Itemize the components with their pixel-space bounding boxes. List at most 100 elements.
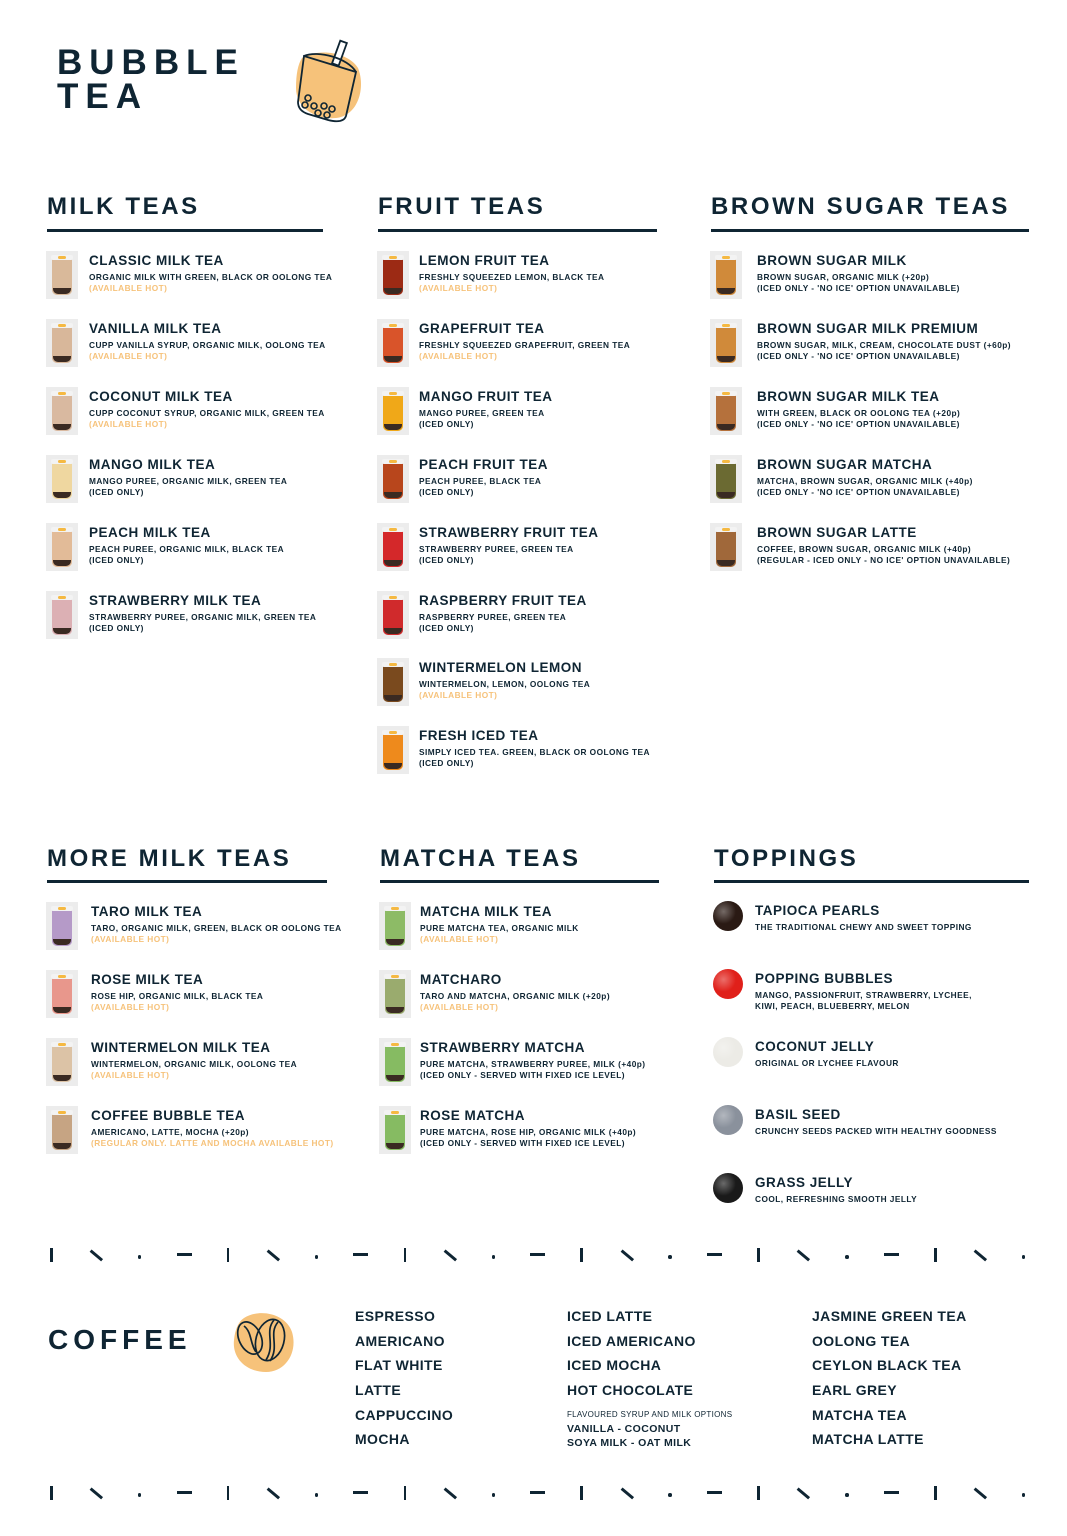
cup-lid — [51, 526, 73, 532]
cup-lid — [51, 255, 73, 260]
item-description: RASPBERRY PUREE, GREEN TEA (ICED ONLY) — [419, 612, 566, 634]
cup-lid — [51, 1109, 73, 1115]
item-name: GRASS JELLY — [755, 1174, 854, 1190]
dot-mark — [1021, 1255, 1026, 1259]
description-line: PURE MATCHA TEA, ORGANIC MILK — [420, 923, 579, 933]
item-description: CUPP VANILLA SYRUP, ORGANIC MILK, OOLONG… — [89, 340, 326, 362]
cup-lid — [715, 458, 737, 464]
item-description: WINTERMELON, LEMON, OOLONG TEA (AVAILABLE… — [419, 679, 590, 701]
description-line: PURE MATCHA, ROSE HIP, ORGANIC MILK (+40… — [420, 1126, 637, 1137]
item-name: ROSE MATCHA — [420, 1107, 525, 1123]
item-description: AMERICANO, LATTE, MOCHA (+20p) (REGULAR O… — [91, 1127, 334, 1149]
dot-mark — [491, 1493, 495, 1497]
cup-lid — [384, 1041, 406, 1047]
item-description: CUPP COCONUT SYRUP, ORGANIC MILK, GREEN … — [89, 408, 325, 430]
pearls — [53, 491, 71, 498]
drink-photo — [379, 1037, 411, 1086]
item-name: BROWN SUGAR MILK — [757, 253, 907, 268]
dot-mark — [668, 1493, 672, 1497]
item-name: STRAWBERRY MILK TEA — [89, 592, 262, 608]
drink-cup — [52, 324, 72, 363]
menu-item: RASPBERRY FRUIT TEA RASPBERRY PUREE, GREE… — [377, 590, 697, 651]
item-name: BROWN SUGAR LATTE — [757, 524, 917, 540]
item-description: FRESHLY SQUEEZED GRAPEFRUIT, GREEN TEA (A… — [419, 340, 630, 362]
item-name: PEACH MILK TEA — [89, 524, 211, 540]
drink-photo — [46, 386, 78, 435]
item-description: COOL, REFRESHING SMOOTH JELLY — [755, 1194, 917, 1205]
pearls — [53, 423, 71, 430]
item-name: TAPIOCA PEARLS — [755, 903, 880, 918]
section-title: FRUIT TEAS — [378, 193, 546, 220]
drink-cup — [52, 392, 72, 431]
bar-mark — [403, 1248, 407, 1262]
item-name: WINTERMELON MILK TEA — [91, 1039, 271, 1055]
cup-lid — [382, 662, 404, 668]
cup-lid — [384, 1109, 406, 1115]
menu-item: BROWN SUGAR MILK BROWN SUGAR, ORGANIC MIL… — [710, 251, 1030, 311]
section-underline — [378, 229, 657, 232]
menu-item: BROWN SUGAR LATTE COFFEE, BROWN SUGAR, OR… — [710, 522, 1030, 583]
description-line: (ICED ONLY - 'NO ICE' OPTION UNAVAILABLE… — [757, 283, 960, 293]
drink-cup — [52, 1111, 72, 1150]
drink-cup — [385, 975, 405, 1014]
item-description: PURE MATCHA TEA, ORGANIC MILK (AVAILABLE … — [420, 923, 579, 945]
drink-photo — [379, 969, 411, 1018]
description-line: BROWN SUGAR, MILK, CREAM, CHOCOLATE DUST… — [757, 339, 1011, 350]
drink-cup — [52, 908, 72, 946]
description-line: COFFEE, BROWN SUGAR, ORGANIC MILK (+40p) — [757, 543, 972, 554]
item-description: WITH GREEN, BLACK OR OOLONG TEA (+20p) (I… — [757, 408, 960, 430]
cup-lid — [715, 390, 737, 396]
item-name: STRAWBERRY MATCHA — [420, 1039, 585, 1055]
cup-lid — [51, 322, 73, 328]
cup-lid — [51, 458, 73, 464]
drink-cup — [716, 257, 736, 295]
menu-item: WINTERMELON LEMON WINTERMELON, LEMON, OOL… — [377, 658, 697, 718]
availability-note: (AVAILABLE HOT) — [89, 350, 168, 361]
bar-mark — [403, 1486, 407, 1500]
description-line: (ICED ONLY) — [419, 622, 474, 633]
item-name: WINTERMELON LEMON — [419, 660, 582, 676]
tea-item: MATCHA LATTE — [812, 1431, 924, 1448]
menu-item: WINTERMELON MILK TEA WINTERMELON, ORGANIC… — [46, 1037, 366, 1098]
drink-photo — [377, 454, 409, 503]
menu-item: FRESH ICED TEA SIMPLY ICED TEA. GREEN, BL… — [377, 726, 697, 786]
menu-item: BASIL SEED CRUNCHY SEEDS PACKED WITH HEAL… — [713, 1104, 1033, 1165]
dot-mark — [845, 1493, 849, 1497]
description-line: CUPP COCONUT SYRUP, ORGANIC MILK, GREEN … — [89, 407, 325, 418]
coffee-item: ICED LATTE — [567, 1308, 653, 1324]
slash-mark — [797, 1487, 811, 1500]
item-description: CRUNCHY SEEDS PACKED WITH HEALTHY GOODNE… — [755, 1126, 997, 1137]
dash-mark — [530, 1253, 546, 1256]
pearls — [384, 423, 402, 430]
availability-note: (AVAILABLE HOT) — [89, 418, 168, 429]
description-line: (ICED ONLY) — [419, 758, 474, 769]
bar-mark — [580, 1248, 583, 1262]
drink-photo — [46, 1037, 78, 1086]
description-line: MANGO, PASSIONFRUIT, STRAWBERRY, LYCHEE, — [755, 989, 972, 1000]
dot-mark — [137, 1255, 142, 1259]
brand-title: BUBBLE TEA — [57, 45, 245, 114]
topping-photo — [713, 968, 743, 999]
drink-photo — [379, 902, 411, 950]
pearls — [717, 355, 735, 362]
dot-mark — [314, 1255, 319, 1259]
coffee-list-1: ESPRESSO AMERICANO FLAT WHITE LATTE CAPP… — [355, 1308, 453, 1456]
tea-item: MATCHA TEA — [812, 1406, 907, 1423]
item-description: MATCHA, BROWN SUGAR, ORGANIC MILK (+40p)… — [757, 476, 973, 498]
slash-mark — [620, 1249, 634, 1262]
bar-mark — [226, 1486, 230, 1500]
availability-note: (AVAILABLE HOT) — [419, 350, 498, 361]
drink-cup — [716, 460, 736, 499]
description-line: BROWN SUGAR, ORGANIC MILK (+20p) — [757, 272, 930, 282]
section-title: MILK TEAS — [47, 193, 200, 220]
slash-mark — [974, 1487, 988, 1500]
dot-mark — [491, 1255, 495, 1259]
item-description: COFFEE, BROWN SUGAR, ORGANIC MILK (+40p)… — [757, 544, 1010, 566]
drink-cup — [385, 1111, 405, 1150]
drink-photo — [379, 1105, 411, 1154]
menu-item: MATCHARO TARO AND MATCHA, ORGANIC MILK (+… — [379, 969, 699, 1030]
menu-item: COFFEE BUBBLE TEA AMERICANO, LATTE, MOCHA… — [46, 1105, 366, 1166]
bar-mark — [580, 1486, 583, 1500]
dot-mark — [668, 1255, 672, 1259]
description-line: MATCHA, BROWN SUGAR, ORGANIC MILK (+40p) — [757, 475, 973, 486]
